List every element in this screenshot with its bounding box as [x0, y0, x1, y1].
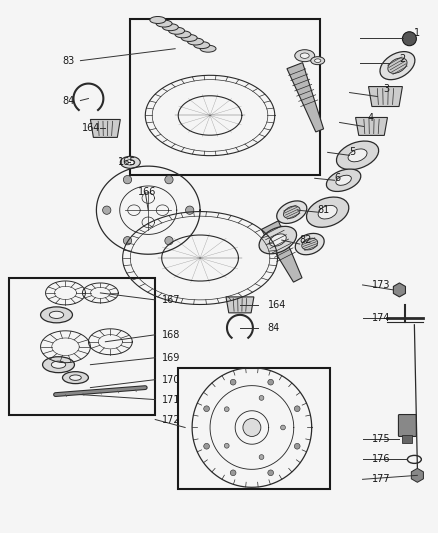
- Circle shape: [204, 406, 209, 411]
- Circle shape: [186, 206, 194, 214]
- Ellipse shape: [126, 160, 135, 165]
- Circle shape: [281, 425, 286, 430]
- Circle shape: [230, 379, 236, 385]
- Ellipse shape: [277, 201, 307, 223]
- Circle shape: [165, 175, 173, 184]
- Text: 173: 173: [371, 280, 390, 290]
- Ellipse shape: [269, 234, 286, 246]
- Circle shape: [268, 379, 274, 385]
- Text: 81: 81: [318, 205, 330, 215]
- Polygon shape: [368, 86, 403, 107]
- Text: 6: 6: [335, 173, 341, 183]
- Bar: [130, 19, 320, 175]
- Text: 164: 164: [82, 124, 101, 133]
- Text: 168: 168: [162, 330, 180, 340]
- Ellipse shape: [150, 17, 166, 23]
- Text: 167: 167: [162, 295, 181, 305]
- Ellipse shape: [41, 307, 72, 323]
- Ellipse shape: [194, 42, 210, 49]
- Ellipse shape: [70, 375, 81, 381]
- Ellipse shape: [380, 52, 415, 79]
- Circle shape: [294, 406, 300, 411]
- Ellipse shape: [300, 53, 309, 58]
- Text: 177: 177: [371, 474, 390, 484]
- Text: 3: 3: [384, 84, 390, 94]
- Ellipse shape: [307, 197, 349, 227]
- Text: 1: 1: [414, 28, 420, 38]
- Text: 176: 176: [371, 455, 390, 464]
- Text: 2: 2: [399, 54, 406, 63]
- Circle shape: [204, 443, 209, 449]
- Text: 4: 4: [367, 114, 374, 124]
- Text: 172: 172: [162, 415, 181, 424]
- Text: 169: 169: [162, 353, 180, 363]
- Text: 83: 83: [63, 55, 75, 66]
- Text: 82: 82: [300, 235, 312, 245]
- Text: 166: 166: [138, 187, 157, 197]
- Circle shape: [294, 443, 300, 449]
- Bar: [9, 278, 155, 415]
- Ellipse shape: [336, 141, 378, 169]
- Text: 84: 84: [63, 95, 75, 106]
- Circle shape: [259, 395, 264, 400]
- Text: 175: 175: [371, 434, 390, 445]
- Text: 5: 5: [350, 147, 356, 157]
- Circle shape: [165, 237, 173, 245]
- Ellipse shape: [348, 149, 367, 162]
- Polygon shape: [411, 469, 424, 482]
- Ellipse shape: [388, 58, 407, 74]
- Circle shape: [403, 32, 417, 46]
- Ellipse shape: [156, 20, 172, 27]
- Bar: [403, 435, 413, 443]
- Ellipse shape: [63, 372, 88, 384]
- Circle shape: [230, 470, 236, 475]
- Ellipse shape: [51, 361, 66, 368]
- Ellipse shape: [175, 31, 191, 38]
- Circle shape: [259, 455, 264, 459]
- Ellipse shape: [314, 59, 321, 62]
- Ellipse shape: [259, 227, 297, 254]
- FancyBboxPatch shape: [399, 415, 417, 437]
- Ellipse shape: [162, 23, 178, 31]
- Ellipse shape: [169, 27, 184, 34]
- Polygon shape: [287, 63, 324, 132]
- Text: 164: 164: [268, 300, 286, 310]
- Text: 84: 84: [268, 323, 280, 333]
- Text: 170: 170: [162, 375, 181, 385]
- Ellipse shape: [295, 50, 314, 62]
- Polygon shape: [393, 283, 406, 297]
- Polygon shape: [356, 117, 388, 135]
- Circle shape: [102, 206, 111, 214]
- Polygon shape: [90, 119, 120, 138]
- Ellipse shape: [42, 357, 74, 373]
- Ellipse shape: [181, 35, 197, 42]
- Ellipse shape: [302, 238, 318, 250]
- Circle shape: [268, 470, 274, 475]
- Ellipse shape: [318, 205, 337, 219]
- Circle shape: [124, 175, 132, 184]
- Circle shape: [243, 418, 261, 437]
- Polygon shape: [261, 221, 302, 282]
- Bar: [178, 368, 330, 489]
- Circle shape: [124, 237, 132, 245]
- Text: 171: 171: [162, 394, 181, 405]
- Ellipse shape: [326, 169, 361, 191]
- Ellipse shape: [295, 233, 324, 255]
- Text: 165: 165: [118, 157, 137, 167]
- Ellipse shape: [283, 206, 300, 219]
- Ellipse shape: [187, 38, 203, 45]
- Text: 174: 174: [371, 313, 390, 323]
- Ellipse shape: [336, 175, 351, 185]
- Circle shape: [224, 443, 229, 448]
- Polygon shape: [226, 297, 254, 313]
- Ellipse shape: [200, 45, 216, 52]
- Ellipse shape: [120, 156, 140, 168]
- Ellipse shape: [311, 56, 325, 64]
- Circle shape: [224, 407, 229, 411]
- Ellipse shape: [49, 311, 64, 318]
